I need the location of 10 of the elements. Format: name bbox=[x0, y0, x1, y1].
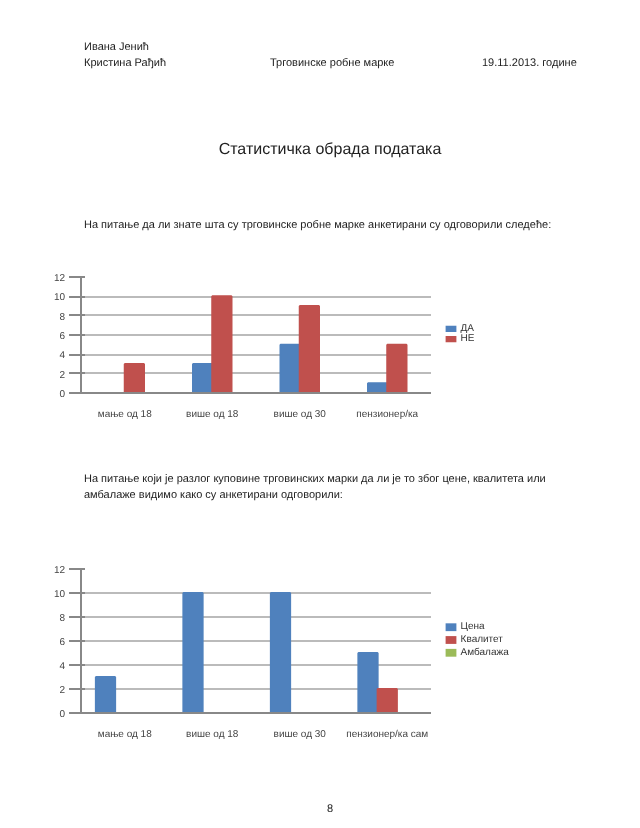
bar bbox=[376, 688, 398, 713]
bar bbox=[386, 343, 408, 393]
bar bbox=[182, 592, 204, 713]
bar bbox=[94, 676, 117, 713]
bar bbox=[211, 295, 233, 393]
bar bbox=[123, 363, 145, 393]
bar bbox=[357, 652, 379, 713]
chart-title: Статистичка обрада података bbox=[216, 138, 444, 161]
bar bbox=[269, 592, 292, 713]
bar bbox=[298, 305, 320, 393]
